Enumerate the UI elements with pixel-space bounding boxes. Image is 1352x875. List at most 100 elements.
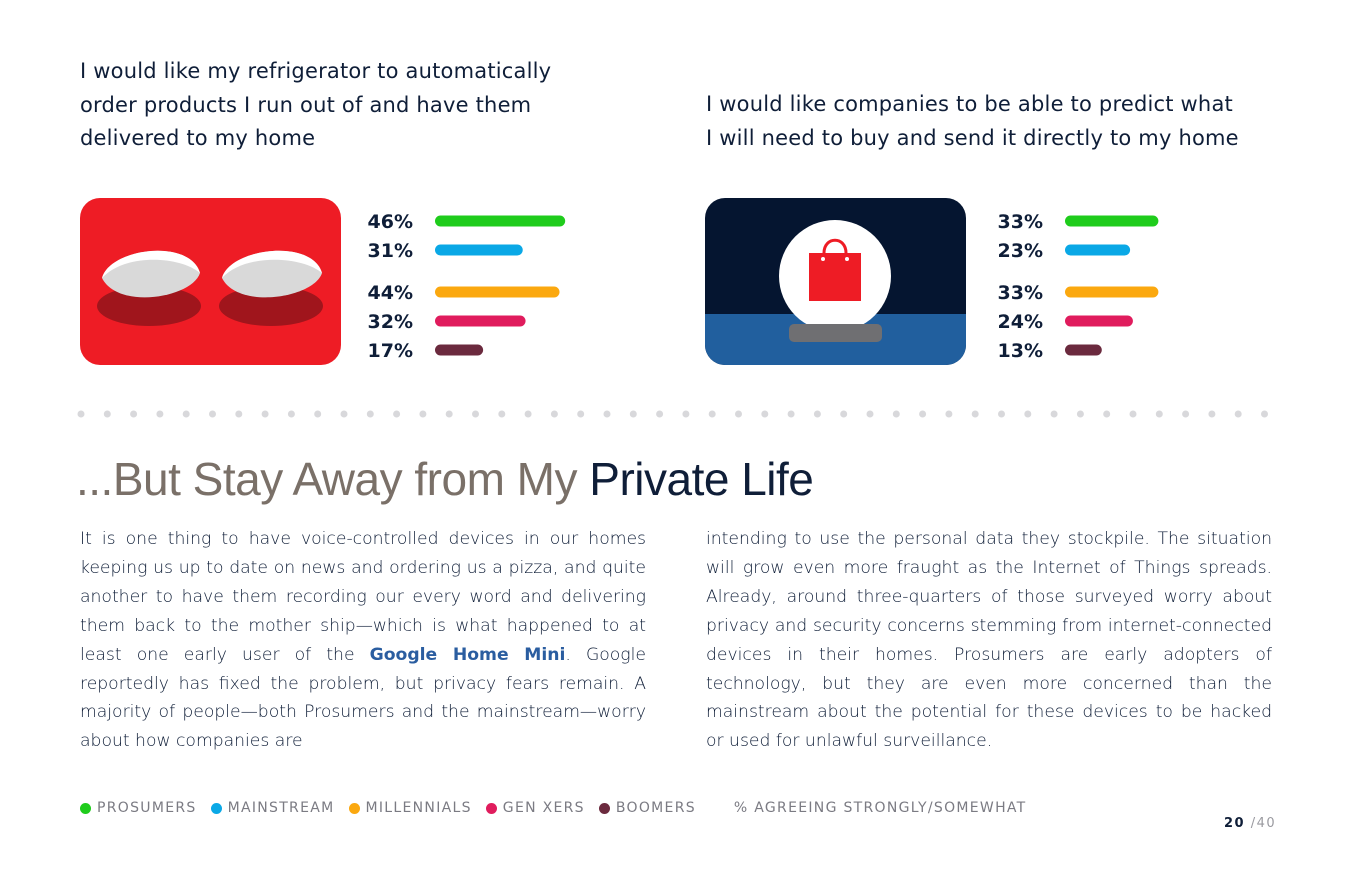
divider-dot <box>1182 410 1190 418</box>
legend-label: MILLENNIALS <box>365 800 472 816</box>
bar-mainstream <box>1065 244 1131 256</box>
bar-millennials <box>435 286 560 298</box>
divider-dot <box>682 410 690 418</box>
question-1-line: I would like my refrigerator to automati… <box>80 59 552 83</box>
page-total: 40 <box>1256 816 1277 831</box>
body-column-1: It is one thing to have voice-controlled… <box>80 525 646 756</box>
divider-dot <box>892 410 900 418</box>
divider-dot <box>603 410 611 418</box>
question-1-line: delivered to my home <box>80 126 316 150</box>
bar-value-label: 24% <box>998 311 1043 333</box>
divider-dot <box>287 410 295 418</box>
bar-value-label: 23% <box>998 240 1043 262</box>
body-column-2: intending to use the personal data they … <box>706 529 1272 752</box>
refrigerator-eggs-icon <box>80 198 341 365</box>
legend-item-millennials: MILLENNIALS <box>348 800 472 816</box>
bar-value-label: 46% <box>368 211 413 233</box>
page-separator: / <box>1250 816 1257 831</box>
legend-dot <box>80 802 91 814</box>
divider-dot <box>1155 410 1163 418</box>
divider-dot <box>1103 410 1111 418</box>
divider-dot <box>393 410 401 418</box>
bar-mainstream <box>435 244 523 256</box>
legend-label: BOOMERS <box>615 800 696 816</box>
divider-dot <box>156 410 164 418</box>
chart-refrigerator-orders: 46% 31% 44% 32% 17% <box>368 211 566 362</box>
page-current: 20 <box>1224 816 1246 831</box>
bar-value-label: 17% <box>368 340 413 362</box>
question-2-line: I would like companies to be able to pre… <box>706 92 1233 116</box>
divider-dot <box>1050 410 1058 418</box>
legend-note: % AGREEING STRONGLY/SOMEWHAT <box>733 800 1027 816</box>
divider-dot <box>524 410 532 418</box>
divider-dot <box>787 410 795 418</box>
bar-boomers <box>435 344 484 356</box>
divider-dot <box>1129 410 1137 418</box>
chart-predictive-shipping: 33% 23% 33% 24% 13% <box>998 211 1159 362</box>
legend-label: MAINSTREAM <box>227 800 335 816</box>
question-2-title: I would like companies to be able to pre… <box>706 88 1266 155</box>
legend-item-mainstream: MAINSTREAM <box>210 800 335 816</box>
bar-value-label: 32% <box>368 311 413 333</box>
dotted-divider <box>77 410 1268 418</box>
divider-dot <box>235 410 243 418</box>
divider-dot <box>735 410 742 418</box>
divider-dot <box>472 410 479 418</box>
divider-dot <box>813 410 821 418</box>
bar-millennials <box>1065 286 1159 298</box>
divider-dot <box>656 410 664 418</box>
bar-prosumers <box>435 215 566 227</box>
divider-dot <box>708 410 716 418</box>
divider-dot <box>1261 410 1268 418</box>
section-heading-part1: ...But Stay Away from My <box>76 453 590 505</box>
google-home-mini-link[interactable]: Google Home Mini <box>369 644 566 665</box>
question-2-line: I will need to buy and send it directly … <box>706 125 1239 150</box>
legend-item-gen-xers: GEN XERS <box>485 800 585 816</box>
bar-prosumers <box>1065 215 1159 227</box>
divider-dot <box>419 410 427 418</box>
divider-dot <box>761 410 769 418</box>
divider-dot <box>629 410 637 418</box>
divider-dot <box>209 410 216 418</box>
divider-dot <box>182 410 190 418</box>
divider-dot <box>445 410 453 418</box>
divider-dot <box>945 410 953 418</box>
bar-value-label: 13% <box>998 340 1043 362</box>
divider-dot <box>919 410 927 418</box>
divider-dot <box>1234 410 1242 418</box>
question-1-title: I would like my refrigerator to automati… <box>80 55 600 156</box>
bar-value-label: 33% <box>998 282 1043 304</box>
crystal-ball-shopping-bag-icon <box>705 198 966 365</box>
body-text: It is one thing to have voice-controlled… <box>80 529 646 665</box>
divider-dot <box>1208 410 1216 418</box>
legend: PROSUMERS MAINSTREAM MILLENNIALS GEN XER… <box>80 800 1027 816</box>
bar-value-label: 31% <box>368 240 413 262</box>
bar-value-label: 33% <box>998 211 1043 233</box>
question-1-line: order products I run out of and have the… <box>80 92 532 117</box>
legend-item-prosumers: PROSUMERS <box>80 800 197 816</box>
divider-dot <box>840 410 848 418</box>
divider-dot <box>366 410 374 418</box>
section-heading-part2: Private Life <box>589 453 814 505</box>
divider-dot <box>1024 410 1032 418</box>
section-heading: ...But Stay Away from My Private Life <box>76 452 814 506</box>
divider-dot <box>998 410 1005 418</box>
legend-item-boomers: BOOMERS <box>598 800 696 816</box>
divider-dot <box>866 410 874 418</box>
divider-dot <box>77 410 85 418</box>
bar-gen-xers <box>1065 315 1133 327</box>
bar-boomers <box>1065 344 1102 356</box>
divider-dot <box>971 410 979 418</box>
divider-dot <box>550 410 558 418</box>
bar-value-label: 44% <box>368 282 413 304</box>
legend-dot <box>348 802 360 814</box>
body-text: . Google reportedly has fixed the proble… <box>80 644 646 752</box>
page-number: 20 /40 <box>1224 816 1276 831</box>
bar-gen-xers <box>435 315 526 327</box>
divider-dot <box>314 410 322 418</box>
legend-label: PROSUMERS <box>97 800 197 816</box>
legend-label: GEN XERS <box>502 800 585 816</box>
divider-dot <box>498 410 506 418</box>
divider-dot <box>340 410 348 418</box>
divider-dot <box>130 410 138 418</box>
